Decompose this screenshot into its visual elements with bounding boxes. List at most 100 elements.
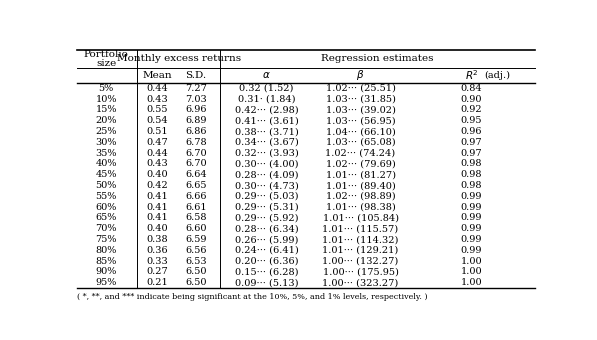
Text: 0.29··· (5.92): 0.29··· (5.92) [235,214,298,222]
Text: 45%: 45% [96,170,117,179]
Text: 0.26··· (5.99): 0.26··· (5.99) [235,235,298,244]
Text: $\alpha$: $\alpha$ [262,70,271,80]
Text: 1.01··· (105.84): 1.01··· (105.84) [322,214,399,222]
Text: 1.01··· (89.40): 1.01··· (89.40) [326,181,395,190]
Text: 0.97: 0.97 [461,149,482,158]
Text: 0.28··· (6.34): 0.28··· (6.34) [235,224,298,233]
Text: 6.50: 6.50 [185,278,207,287]
Text: 6.66: 6.66 [185,192,207,201]
Text: 0.09··· (5.13): 0.09··· (5.13) [235,278,298,287]
Text: (adj.): (adj.) [484,71,510,80]
Text: 6.56: 6.56 [185,246,207,255]
Text: $\beta$: $\beta$ [356,68,365,82]
Text: Monthly excess returns: Monthly excess returns [116,54,241,63]
Text: size: size [96,59,116,68]
Text: 0.29··· (5.31): 0.29··· (5.31) [235,203,298,212]
Text: 0.43: 0.43 [146,159,168,169]
Text: 0.32··· (3.93): 0.32··· (3.93) [235,149,298,158]
Text: 0.99: 0.99 [461,224,482,233]
Text: 0.24··· (6.41): 0.24··· (6.41) [235,246,298,255]
Text: 0.54: 0.54 [146,116,168,125]
Text: 70%: 70% [96,224,117,233]
Text: 7.03: 7.03 [185,95,207,104]
Text: 0.51: 0.51 [146,127,168,136]
Text: 0.21: 0.21 [146,278,168,287]
Text: 0.42: 0.42 [146,181,168,190]
Text: 0.42··· (2.98): 0.42··· (2.98) [235,105,298,115]
Text: 6.61: 6.61 [185,203,207,212]
Text: 0.55: 0.55 [146,105,168,115]
Text: 0.99: 0.99 [461,235,482,244]
Text: 6.78: 6.78 [185,138,207,147]
Text: 1.01··· (115.57): 1.01··· (115.57) [322,224,399,233]
Text: 6.50: 6.50 [185,268,207,276]
Text: 0.27: 0.27 [146,268,168,276]
Text: 0.44: 0.44 [146,149,168,158]
Text: 0.98: 0.98 [461,170,482,179]
Text: S.D.: S.D. [185,71,207,80]
Text: 0.90: 0.90 [461,95,482,104]
Text: 6.96: 6.96 [185,105,207,115]
Text: 0.31· (1.84): 0.31· (1.84) [238,95,296,104]
Text: 0.33: 0.33 [146,257,168,266]
Text: 0.32 (1.52): 0.32 (1.52) [239,84,294,93]
Text: 6.65: 6.65 [185,181,207,190]
Text: 95%: 95% [96,278,117,287]
Text: 1.02··· (25.51): 1.02··· (25.51) [325,84,395,93]
Text: 0.44: 0.44 [146,84,168,93]
Text: 0.92: 0.92 [461,105,482,115]
Text: 1.00: 1.00 [461,278,482,287]
Text: 0.41: 0.41 [146,203,168,212]
Text: 40%: 40% [96,159,117,169]
Text: 80%: 80% [96,246,117,255]
Text: 6.70: 6.70 [185,159,207,169]
Text: 0.30··· (4.73): 0.30··· (4.73) [235,181,298,190]
Text: 1.01··· (129.21): 1.01··· (129.21) [322,246,399,255]
Text: 0.41: 0.41 [146,192,168,201]
Text: 6.59: 6.59 [185,235,207,244]
Text: Portfolio: Portfolio [84,50,128,59]
Text: 65%: 65% [96,214,117,222]
Text: 10%: 10% [96,95,117,104]
Text: 30%: 30% [96,138,117,147]
Text: Regression estimates: Regression estimates [321,54,434,63]
Text: 90%: 90% [96,268,117,276]
Text: 1.03··· (56.95): 1.03··· (56.95) [326,116,395,125]
Text: 0.97: 0.97 [461,138,482,147]
Text: 1.03··· (39.02): 1.03··· (39.02) [325,105,395,115]
Text: 0.20··· (6.36): 0.20··· (6.36) [235,257,298,266]
Text: 1.00··· (323.27): 1.00··· (323.27) [322,278,399,287]
Text: 0.96: 0.96 [461,127,482,136]
Text: 20%: 20% [96,116,117,125]
Text: 0.99: 0.99 [461,214,482,222]
Text: 0.95: 0.95 [461,116,482,125]
Text: 1.00: 1.00 [461,268,482,276]
Text: 35%: 35% [96,149,117,158]
Text: 0.15··· (6.28): 0.15··· (6.28) [235,268,298,276]
Text: 0.43: 0.43 [146,95,168,104]
Text: 85%: 85% [96,257,117,266]
Text: 0.47: 0.47 [146,138,168,147]
Text: 6.64: 6.64 [185,170,207,179]
Text: 6.58: 6.58 [185,214,207,222]
Text: 7.27: 7.27 [185,84,207,93]
Text: 0.40: 0.40 [146,224,168,233]
Text: 60%: 60% [96,203,117,212]
Text: 1.00··· (132.27): 1.00··· (132.27) [322,257,399,266]
Text: 0.38··· (3.71): 0.38··· (3.71) [235,127,298,136]
Text: 0.41: 0.41 [146,214,168,222]
Text: 6.60: 6.60 [185,224,207,233]
Text: 0.36: 0.36 [146,246,168,255]
Text: 0.84: 0.84 [461,84,482,93]
Text: 1.02··· (79.69): 1.02··· (79.69) [326,159,395,169]
Text: 0.29··· (5.03): 0.29··· (5.03) [235,192,298,201]
Text: 1.02··· (74.24): 1.02··· (74.24) [325,149,396,158]
Text: 1.01··· (81.27): 1.01··· (81.27) [325,170,396,179]
Text: 6.70: 6.70 [185,149,207,158]
Text: 1.04··· (66.10): 1.04··· (66.10) [326,127,395,136]
Text: 0.40: 0.40 [146,170,168,179]
Text: 1.03··· (31.85): 1.03··· (31.85) [325,95,395,104]
Text: 0.34··· (3.67): 0.34··· (3.67) [235,138,298,147]
Text: Mean: Mean [142,71,172,80]
Text: 0.99: 0.99 [461,192,482,201]
